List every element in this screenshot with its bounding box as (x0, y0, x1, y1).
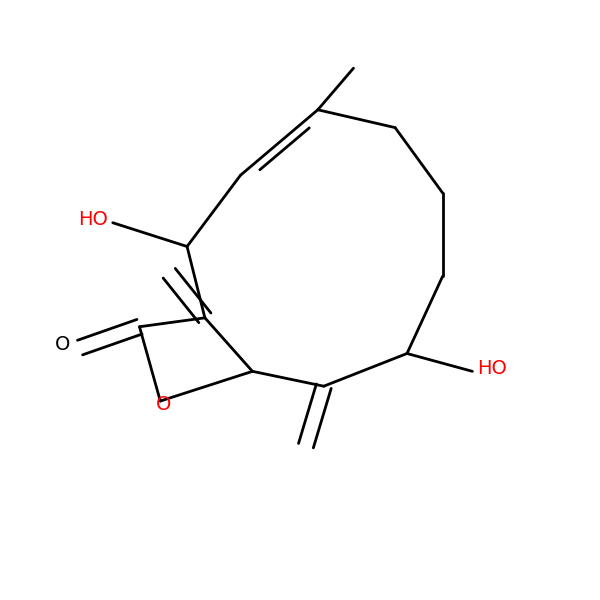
Text: HO: HO (477, 359, 507, 378)
Text: O: O (155, 395, 171, 413)
Text: HO: HO (78, 210, 108, 229)
Text: O: O (55, 335, 71, 354)
